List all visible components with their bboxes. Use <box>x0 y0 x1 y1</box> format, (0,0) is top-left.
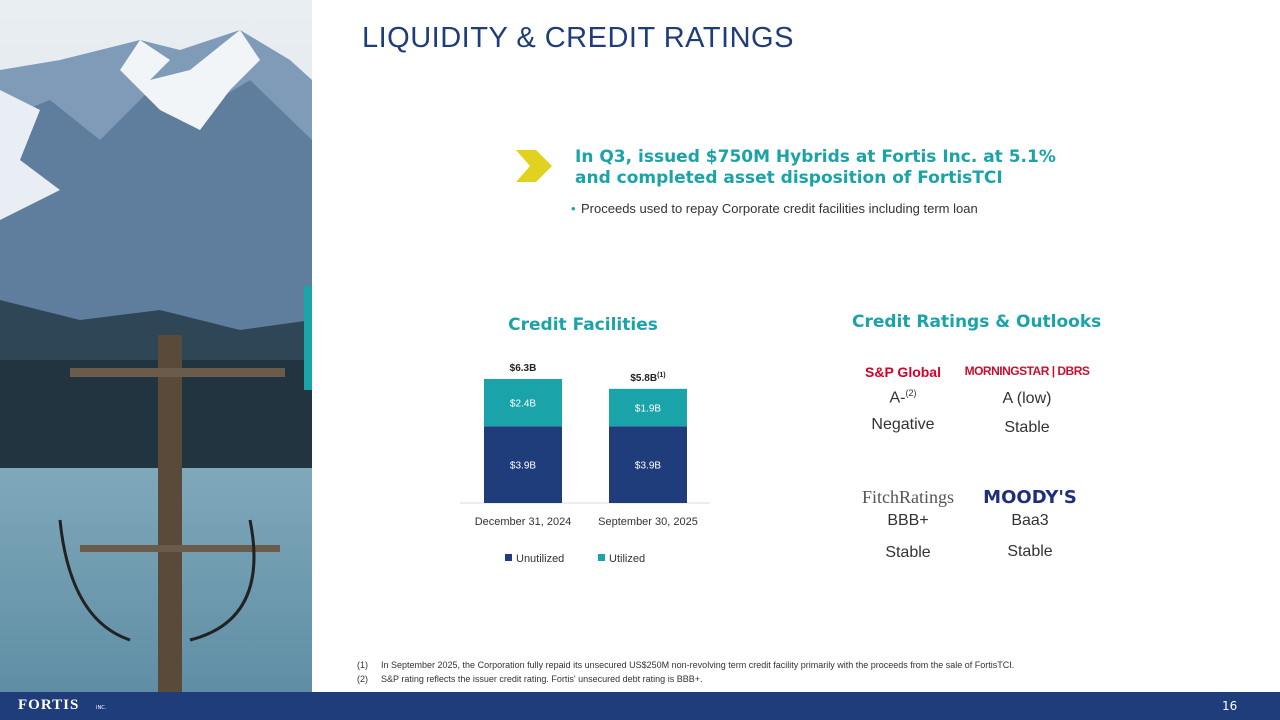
total-label: $6.3B <box>510 363 537 374</box>
bar-segment <box>609 426 687 503</box>
footnote-marker: (1) <box>357 660 368 670</box>
headline: In Q3, issued $750M Hybrids at Fortis In… <box>575 147 1056 188</box>
logo: FORTIS <box>18 697 80 713</box>
x-tick-label: September 30, 2025 <box>598 516 698 528</box>
agency-logo: MORNINGSTAR | DBRS <box>964 364 1090 378</box>
agency-logo: FitchRatings <box>861 487 954 507</box>
agency-logo: S&P Global <box>865 364 941 380</box>
value-label: $3.9B <box>510 461 536 472</box>
value-label: $2.4B <box>510 399 536 410</box>
footnote-text: In September 2025, the Corporation fully… <box>381 660 1015 670</box>
total-note: (1) <box>657 372 666 379</box>
bullet: Proceeds used to repay Corporate credit … <box>571 201 978 216</box>
rating: BBB+ <box>843 512 973 530</box>
slide-title: LIQUIDITY & CREDIT RATINGS <box>362 22 794 54</box>
rating: Baa3 <box>965 512 1095 530</box>
value-label: $3.9B <box>635 461 661 472</box>
chevron-icon <box>516 150 552 182</box>
legend-label: Utilized <box>609 553 645 565</box>
legend-swatch <box>505 554 512 561</box>
legend-label: Unutilized <box>516 553 564 565</box>
landscape-photo <box>0 0 312 692</box>
rating-value: A- <box>889 389 906 407</box>
outlook: Negative <box>871 416 935 433</box>
ratings-title: Credit Ratings & Outlooks <box>852 312 1102 332</box>
bar-segment <box>484 379 562 427</box>
footer-bar: FORTIS INC. 16 <box>0 692 1280 720</box>
legend-swatch <box>598 554 605 561</box>
outlook: Stable <box>885 544 931 561</box>
rating: A-(2) <box>838 388 968 407</box>
outlook: Stable <box>1004 419 1050 436</box>
footnote: (1) In September 2025, the Corporation fu… <box>357 660 1014 670</box>
rating: A (low) <box>962 390 1092 408</box>
rating-note: (2) <box>905 388 917 398</box>
total-value: $5.8B <box>630 373 657 384</box>
outlook: Stable <box>1007 543 1053 560</box>
credit-facilities-chart: Credit Facilities $3.9B $2.4B $6.3B Decembe… <box>460 315 710 565</box>
value-label: $1.9B <box>635 404 661 415</box>
rating-value: A (low) <box>1002 390 1052 407</box>
chart-title: Credit Facilities <box>508 315 658 335</box>
logo-suffix: INC. <box>96 705 107 711</box>
total-label: $5.8B(1) <box>630 372 665 384</box>
total-value: $6.3B <box>510 363 537 374</box>
page-number: 16 <box>1222 699 1238 713</box>
rating-value: BBB+ <box>887 512 929 529</box>
footnote: (2) S&P rating reflects the issuer credit… <box>357 674 702 684</box>
bar-segment <box>609 388 687 427</box>
agency-logo: MOODY'S <box>983 487 1077 508</box>
x-tick-label: December 31, 2024 <box>475 516 572 528</box>
footnote-marker: (2) <box>357 674 368 684</box>
bar-segment <box>484 426 562 503</box>
rating-value: Baa3 <box>1011 512 1049 529</box>
accent-bar <box>304 286 312 390</box>
footnote-text: S&P rating reflects the issuer credit ra… <box>381 674 703 684</box>
